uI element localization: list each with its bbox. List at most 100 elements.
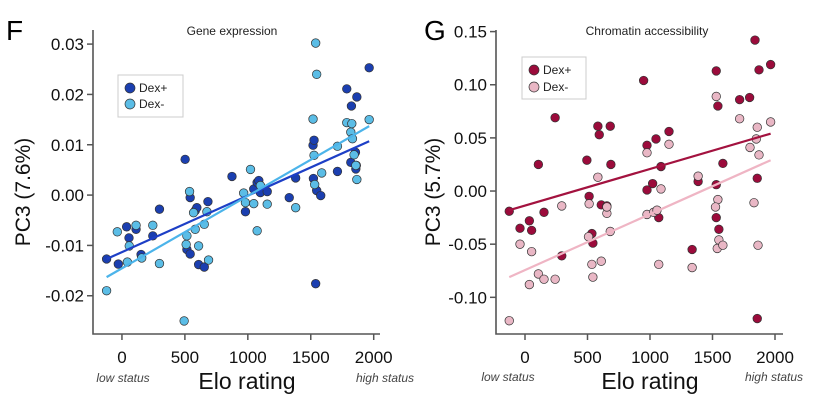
data-point-dex-minus [557,201,567,211]
x-tick-label: 2000 [355,348,393,367]
legend-marker-dex-minus [124,98,136,110]
regression-line-dex-plus [508,132,771,212]
data-point-dex-minus [526,246,537,257]
data-point-dex-minus [131,220,141,230]
data-point-dex-minus [101,286,112,296]
data-point-dex-minus [593,172,603,182]
x-tick-label: 500 [171,348,199,367]
data-point-dex-minus [550,274,560,284]
regression-line-dex-minus [508,159,772,279]
y-axis-label: PC3 (7.6%) [12,138,35,247]
data-point-dex-plus [364,63,374,73]
y-tick-label: 0.10 [454,76,487,95]
data-point-dex-minus [308,114,318,124]
data-point-dex-minus [718,240,728,250]
data-point-dex-plus [582,155,592,165]
y-tick-label: 0.03 [51,35,84,54]
data-point-dex-minus [687,262,697,273]
data-point-dex-plus [606,159,616,170]
data-point-dex-plus [594,130,604,140]
data-point-dex-minus [596,256,606,266]
data-point-dex-minus [312,69,322,79]
data-point-dex-plus [342,84,352,94]
axis-lines [92,30,380,335]
data-point-dex-plus [101,254,112,264]
data-point-dex-plus [533,159,544,170]
data-point-dex-minus [291,203,301,213]
regression-line-dex-minus [106,125,370,279]
y-tick-label: -0.02 [45,287,84,306]
data-point-dex-plus [309,135,319,145]
legend: Dex+ Dex- [521,56,587,100]
data-point-dex-plus [185,249,195,259]
y-tick-label: 0.15 [454,23,487,42]
x-tick-label: 2000 [756,348,794,367]
y-tick-label: 0.05 [454,129,487,148]
data-point-dex-minus [184,186,195,197]
data-point-dex-minus [352,174,362,185]
plot-area [101,38,374,326]
legend: Dex+ Dex- [117,74,184,118]
data-point-dex-minus [193,241,204,251]
chart-title: Gene expression [187,24,278,38]
data-point-dex-plus [664,126,674,137]
x-tick-label: 0 [520,348,529,367]
x-tick-label: 1000 [229,348,267,367]
data-point-dex-minus [752,122,762,132]
data-point-dex-plus [752,313,762,324]
data-point-dex-minus [584,199,594,209]
data-point-dex-minus [734,114,745,124]
data-point-dex-plus [593,121,603,131]
data-point-dex-plus [718,158,728,169]
data-point-dex-minus [753,240,763,250]
legend-marker-dex-plus [124,82,136,94]
high-status-annotation: high status [356,371,414,385]
x-axis-label: Elo rating [198,368,295,394]
data-point-dex-plus [711,212,721,223]
data-point-dex-minus [311,38,321,48]
data-point-dex-plus [311,279,321,289]
data-point-dex-plus [605,121,615,131]
plot-area [504,35,776,326]
chart-title: Chromatin accessibility [586,24,709,38]
data-point-dex-minus [154,258,165,269]
data-point-dex-plus [515,223,525,233]
data-point-dex-plus [750,35,760,45]
data-point-dex-minus [364,114,374,125]
data-point-dex-plus [744,92,755,103]
data-point-dex-plus [124,233,134,243]
low-status-annotation: low status [481,370,534,384]
data-point-dex-minus [252,226,262,236]
legend-label-dex-plus: Dex+ [543,63,571,77]
data-point-dex-plus [765,59,776,70]
data-point-dex-plus [180,154,190,165]
axes: 0.03 0.02 0.01 0.00 -0.01 -0.02 0 500 1000 1500 20… [45,30,393,367]
data-point-dex-minus [249,198,259,209]
data-point-dex-plus [550,113,560,123]
data-point-dex-plus [642,185,652,195]
axis-lines [495,30,783,335]
data-point-dex-plus [203,196,213,207]
data-point-dex-plus [284,192,294,203]
legend-label-dex-plus: Dex+ [139,81,167,95]
data-point-dex-plus [754,65,764,75]
data-point-dex-minus [203,255,214,265]
data-point-dex-minus [587,259,597,270]
data-point-dex-minus [148,220,158,230]
y-tick-label: 0.01 [51,136,84,155]
data-point-dex-plus [227,171,237,182]
data-point-dex-minus [693,171,703,181]
data-point-dex-minus [710,202,721,212]
data-point-dex-plus [352,92,362,102]
legend-label-dex-minus: Dex- [139,97,164,111]
data-point-dex-plus [714,224,724,234]
data-point-dex-plus [154,204,165,214]
data-point-dex-minus [765,117,776,127]
data-point-dex-minus [754,150,764,160]
data-point-dex-minus [654,259,664,270]
data-point-dex-minus [745,142,755,153]
data-point-dex-minus [749,198,759,208]
data-point-dex-minus [588,272,598,282]
panel-label-f: F [6,15,23,46]
